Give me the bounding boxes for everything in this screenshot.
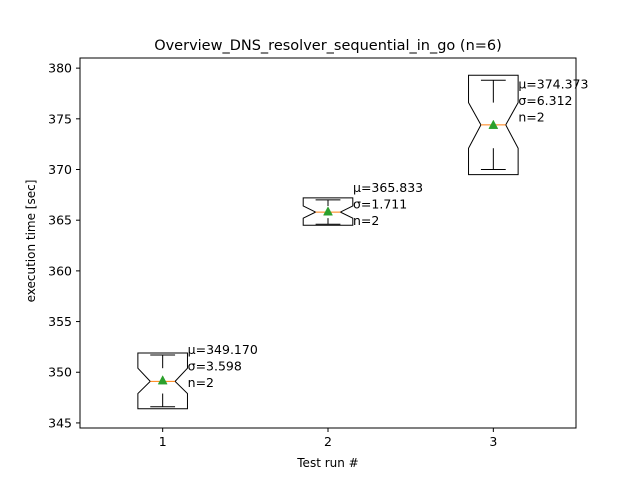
x-tick-label: 3: [489, 434, 497, 449]
box-group: μ=374.373 σ=6.312 n=2: [468, 74, 588, 176]
y-tick-label: 370: [48, 162, 72, 177]
stats-annotation-line: n=2: [353, 213, 379, 228]
notched-box: [302, 197, 354, 226]
stats-annotation: μ=374.373 σ=6.312 n=2: [518, 77, 588, 125]
mean-marker: [323, 206, 333, 216]
x-tick-label: 2: [324, 434, 332, 449]
stats-annotation-line: μ=374.373: [518, 77, 588, 92]
stats-annotation-line: σ=3.598: [188, 359, 242, 374]
box-group: μ=349.170 σ=3.598 n=2: [137, 342, 258, 410]
x-tick-label: 1: [159, 434, 167, 449]
x-axis-label: Test run #: [296, 456, 358, 470]
box-group: μ=365.833 σ=1.711 n=2: [302, 180, 423, 228]
stats-annotation-line: n=2: [188, 375, 214, 390]
mean-marker: [488, 119, 499, 129]
y-tick-label: 350: [48, 365, 72, 380]
y-tick-label: 360: [48, 263, 72, 278]
mean-marker: [157, 375, 168, 385]
y-tick-label: 345: [48, 415, 72, 430]
chart-title: Overview_DNS_resolver_sequential_in_go (…: [154, 38, 502, 54]
notched-box: [137, 352, 188, 410]
stats-annotation-line: σ=6.312: [518, 93, 572, 108]
y-tick-label: 380: [48, 61, 72, 76]
y-tick-label: 355: [48, 314, 72, 329]
notched-box: [468, 74, 519, 176]
stats-annotation: μ=349.170 σ=3.598 n=2: [188, 342, 258, 390]
stats-annotation-line: μ=349.170: [188, 342, 258, 357]
stats-annotation-line: n=2: [518, 110, 544, 125]
y-axis-label: execution time [sec]: [24, 180, 38, 303]
stats-annotation-line: σ=1.711: [353, 197, 407, 212]
stats-annotation-line: μ=365.833: [353, 180, 423, 195]
stats-annotation: μ=365.833 σ=1.711 n=2: [353, 180, 423, 228]
y-tick-label: 365: [48, 213, 72, 228]
y-tick-label: 375: [48, 111, 72, 126]
plot-area: 345 350 355 360 365 370 375 380 1 2 3 μ=349.170 σ=3.…: [48, 57, 588, 449]
